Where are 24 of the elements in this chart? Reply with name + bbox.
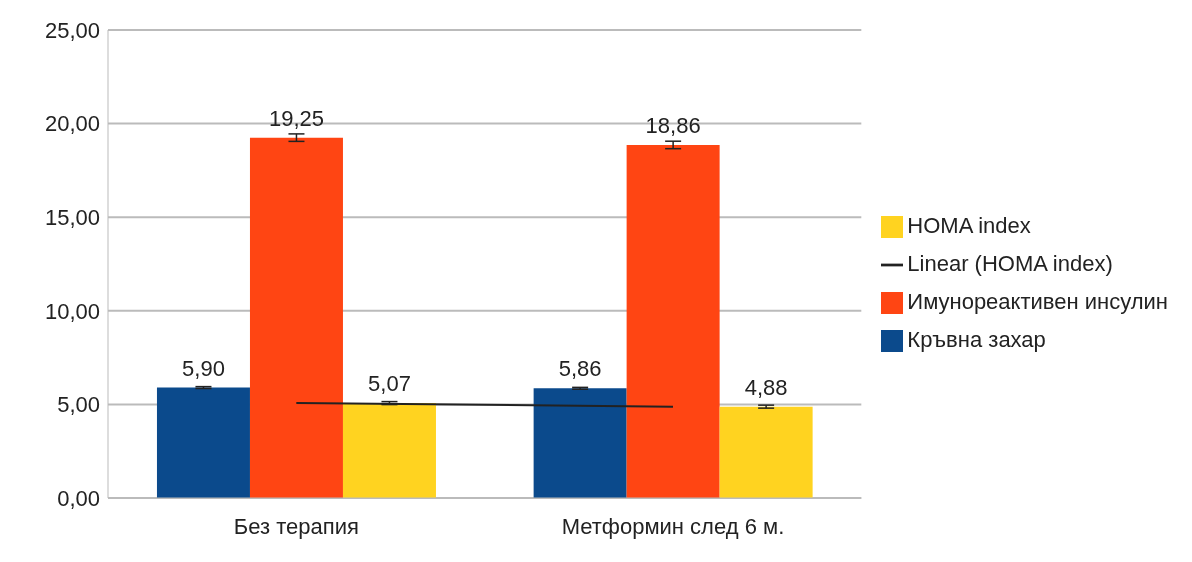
bar [626,144,720,498]
data-label: 19,25 [268,105,324,131]
bar [249,137,343,498]
bar [719,406,813,498]
data-label: 5,86 [558,356,602,382]
bar [156,387,250,498]
x-tick-label: Метформин след 6 м. [561,513,785,539]
bar [342,403,436,498]
legend-label: Linear (HOMA index) [907,251,1113,276]
y-tick-label: 15,00 [44,205,100,231]
y-tick-label: 0,00 [57,485,100,511]
bar [533,388,627,498]
x-tick-label: Без терапия [233,513,359,539]
data-label: 18,86 [645,112,701,138]
data-label: 5,90 [182,355,225,381]
data-label: 4,88 [744,374,788,400]
legend-label: HOMA index [907,213,1031,238]
y-tick-label: 10,00 [44,298,100,324]
legend-label: Имунореактивен инсулин [907,289,1168,314]
y-tick-label: 20,00 [44,111,100,137]
legend-label: Кръвна захар [907,327,1046,352]
y-tick-label: 25,00 [44,17,100,43]
y-tick-label: 5,00 [57,392,100,418]
data-label: 5,07 [368,371,411,397]
